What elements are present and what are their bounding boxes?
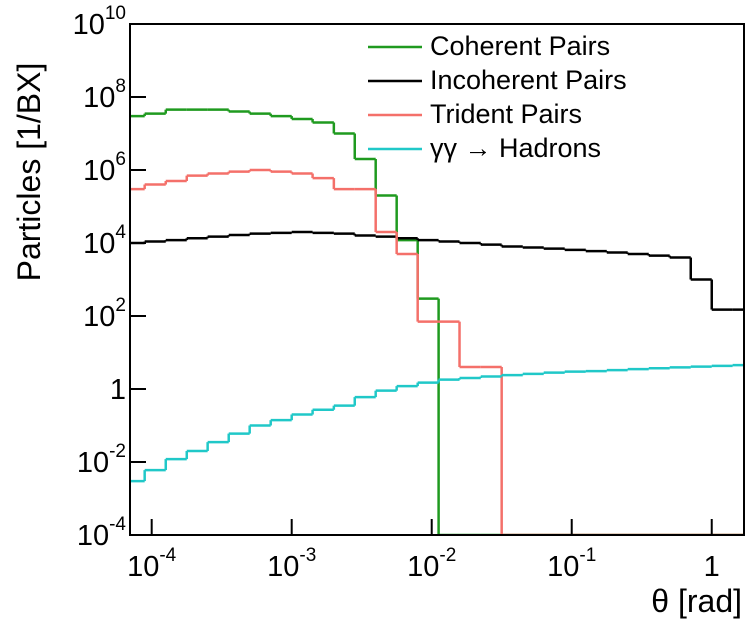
y-tick-label: 104 xyxy=(83,222,126,260)
plot-frame xyxy=(129,23,745,536)
y-tick-label: 10-4 xyxy=(77,514,127,552)
legend-label: γγ → Hadrons xyxy=(430,133,601,163)
plot-area xyxy=(130,108,744,535)
x-tick-label: 1 xyxy=(704,551,720,583)
x-tick-label: 10-2 xyxy=(407,545,456,583)
histogram-series xyxy=(130,168,744,535)
y-tick-label: 108 xyxy=(83,76,126,114)
legend-label: Trident Pairs xyxy=(430,99,582,129)
x-axis-label: θ [rad] xyxy=(651,583,742,619)
histogram-series xyxy=(130,230,744,311)
x-tick-label: 10-4 xyxy=(127,545,177,583)
legend-label: Coherent Pairs xyxy=(430,31,610,61)
y-tick-label: 1010 xyxy=(73,3,126,41)
y-axis-label: Particles [1/BX] xyxy=(11,63,47,282)
y-tick-label: 106 xyxy=(83,149,126,187)
histogram-series xyxy=(130,363,744,483)
x-tick-label: 10-3 xyxy=(267,545,316,583)
y-tick-label: 1 xyxy=(110,374,126,406)
legend-label: Incoherent Pairs xyxy=(430,65,627,95)
x-tick-label: 10-1 xyxy=(547,545,596,583)
y-tick-label: 102 xyxy=(83,295,126,333)
y-tick-label: 10-2 xyxy=(77,441,126,479)
histogram-series xyxy=(130,108,744,535)
